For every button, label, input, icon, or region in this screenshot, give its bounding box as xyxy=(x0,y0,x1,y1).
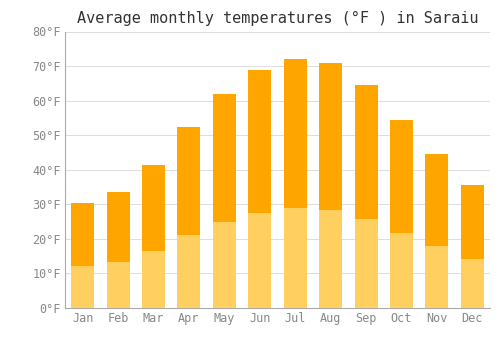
Bar xyxy=(319,63,342,308)
Bar xyxy=(106,192,130,262)
Bar xyxy=(106,262,130,308)
Bar xyxy=(426,154,448,246)
Bar xyxy=(248,70,272,308)
Bar xyxy=(213,222,236,308)
Bar xyxy=(319,210,342,308)
Bar xyxy=(354,219,378,308)
Bar xyxy=(354,85,378,219)
Bar xyxy=(461,185,484,308)
Bar xyxy=(426,246,448,308)
Bar xyxy=(461,185,484,259)
Bar xyxy=(248,70,272,212)
Bar xyxy=(319,63,342,210)
Bar xyxy=(178,127,201,308)
Bar xyxy=(71,203,94,266)
Bar xyxy=(248,212,272,308)
Bar xyxy=(142,251,165,308)
Title: Average monthly temperatures (°F ) in Saraiu: Average monthly temperatures (°F ) in Sa… xyxy=(77,11,478,26)
Bar xyxy=(142,164,165,251)
Bar xyxy=(71,203,94,308)
Bar xyxy=(390,120,413,233)
Bar xyxy=(390,233,413,308)
Bar xyxy=(178,127,201,236)
Bar xyxy=(284,209,306,308)
Bar xyxy=(284,59,306,209)
Bar xyxy=(142,164,165,308)
Bar xyxy=(178,236,201,308)
Bar xyxy=(354,85,378,308)
Bar xyxy=(213,94,236,222)
Bar xyxy=(284,59,306,308)
Bar xyxy=(106,192,130,308)
Bar xyxy=(390,120,413,308)
Bar xyxy=(426,154,448,308)
Bar xyxy=(213,94,236,308)
Bar xyxy=(461,259,484,308)
Bar xyxy=(71,266,94,308)
